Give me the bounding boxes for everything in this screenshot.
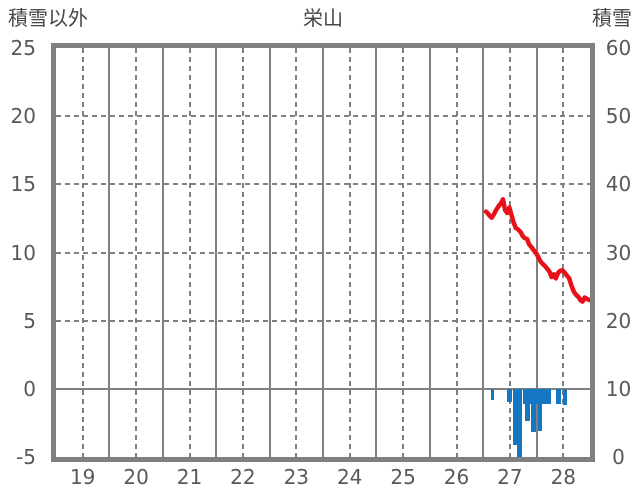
x-axis-tick-label: 23 bbox=[283, 465, 310, 489]
x-axis-tick-label: 27 bbox=[497, 465, 523, 489]
snow-bar bbox=[564, 388, 568, 406]
left-axis-tick-label: 0 bbox=[23, 376, 36, 401]
snow-bar bbox=[522, 388, 526, 404]
x-axis-tick-label: 21 bbox=[176, 465, 203, 489]
snow-bar bbox=[491, 388, 494, 400]
right-axis-tick-label: 40 bbox=[605, 172, 632, 197]
right-axis-tick-label: 20 bbox=[605, 308, 632, 333]
snow-bar bbox=[533, 388, 536, 432]
snow-bar bbox=[513, 388, 516, 445]
snow-bar bbox=[515, 388, 518, 445]
right-axis-title: 積雪 bbox=[592, 6, 632, 30]
right-axis-tick-label: 10 bbox=[605, 376, 632, 401]
x-axis-tick-label: 19 bbox=[69, 465, 96, 489]
left-axis-title: 積雪以外 bbox=[8, 6, 88, 30]
x-axis-tick-label: 24 bbox=[336, 465, 363, 489]
right-axis-tick-label: 0 bbox=[612, 445, 625, 469]
snow-bar bbox=[544, 388, 547, 404]
x-axis-tick-label: 22 bbox=[230, 465, 256, 489]
plot-area bbox=[51, 43, 595, 462]
right-axis-tick-label: 50 bbox=[605, 104, 632, 129]
left-axis-tick-label: 5 bbox=[23, 308, 36, 333]
snow-bar bbox=[557, 388, 561, 404]
snow-bar bbox=[546, 388, 549, 404]
gridline-horizontal-dashed bbox=[56, 115, 590, 118]
snow-bar bbox=[507, 388, 510, 403]
snow-bar bbox=[537, 388, 541, 432]
zero-axis-line bbox=[56, 387, 590, 390]
left-axis-tick-label: 15 bbox=[10, 172, 36, 197]
snow-bar bbox=[524, 388, 528, 421]
x-axis-tick-label: 28 bbox=[550, 465, 577, 489]
gridline-horizontal-dashed bbox=[56, 319, 590, 322]
right-axis-tick-label: 30 bbox=[605, 240, 632, 265]
temperature-line-series bbox=[483, 197, 590, 304]
left-axis-tick-label: 20 bbox=[10, 104, 36, 129]
left-axis-tick-label: 25 bbox=[10, 36, 36, 60]
x-axis-tick-label: 20 bbox=[123, 465, 149, 489]
gridline-horizontal-dashed bbox=[56, 251, 590, 254]
snow-bar bbox=[526, 388, 530, 421]
snow-bar bbox=[531, 388, 534, 432]
snow-bar bbox=[562, 388, 566, 406]
plot-inner bbox=[56, 48, 590, 457]
x-axis-tick-label: 26 bbox=[443, 465, 470, 489]
left-axis-tick-label: 10 bbox=[10, 240, 36, 265]
chart-title: 栄山 bbox=[303, 6, 343, 30]
snow-bar bbox=[535, 388, 539, 404]
x-axis-tick-label: 25 bbox=[390, 465, 416, 489]
snow-bar bbox=[539, 388, 543, 432]
right-axis-tick-label: 60 bbox=[605, 36, 632, 60]
snow-bar bbox=[517, 388, 520, 457]
snow-bar bbox=[548, 388, 551, 404]
gridline-horizontal-dashed bbox=[56, 183, 590, 186]
snow-bar bbox=[509, 388, 512, 403]
snow-bar bbox=[555, 388, 559, 404]
left-axis-tick-label: -5 bbox=[16, 445, 36, 469]
snow-bar bbox=[529, 388, 532, 404]
snow-bar bbox=[541, 388, 545, 404]
snow-bar bbox=[519, 388, 523, 457]
